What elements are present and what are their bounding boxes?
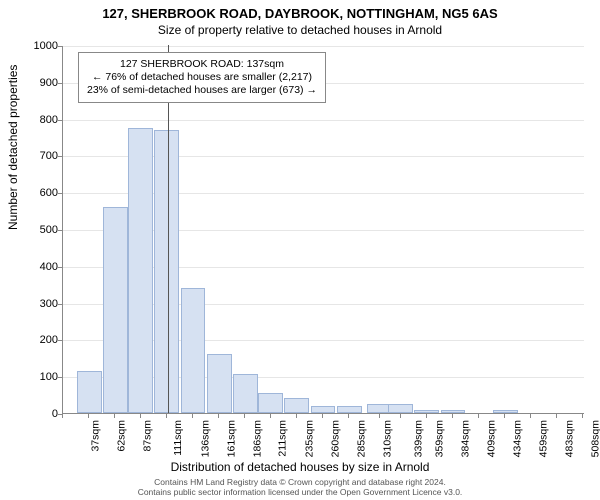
y-tick-mark [58,340,62,341]
x-tick-mark [322,414,323,418]
y-tick-label: 300 [22,298,58,310]
x-tick-label: 384sqm [459,420,471,457]
y-tick-mark [58,156,62,157]
x-tick-label: 211sqm [277,420,289,457]
y-tick-label: 100 [22,371,58,383]
histogram-bar [337,406,362,413]
histogram-bar [493,410,518,413]
y-tick-mark [58,120,62,121]
x-tick-mark [114,414,115,418]
y-tick-label: 400 [22,261,58,273]
y-tick-mark [58,267,62,268]
y-tick-mark [58,230,62,231]
x-tick-label: 434sqm [512,420,524,457]
x-tick-mark [218,414,219,418]
histogram-bar [233,374,258,413]
histogram-bar [181,288,206,413]
y-tick-mark [58,414,62,415]
y-tick-mark [58,377,62,378]
x-tick-mark [348,414,349,418]
x-tick-mark [478,414,479,418]
y-tick-mark [58,83,62,84]
x-tick-mark [379,414,380,418]
x-tick-mark [62,414,63,418]
histogram-bar [414,410,439,413]
annotation-box: 127 SHERBROOK ROAD: 137sqm← 76% of detac… [78,52,326,103]
x-tick-label: 310sqm [382,420,394,457]
y-tick-mark [58,46,62,47]
x-tick-label: 186sqm [252,420,264,457]
x-tick-label: 359sqm [433,420,445,457]
x-tick-label: 459sqm [538,420,550,457]
gridline [63,120,584,121]
page-title: 127, SHERBROOK ROAD, DAYBROOK, NOTTINGHA… [0,0,600,21]
x-tick-label: 409sqm [485,420,497,457]
y-tick-label: 200 [22,334,58,346]
x-tick-mark [270,414,271,418]
annotation-line-2: ← 76% of detached houses are smaller (2,… [87,71,317,84]
attribution-footer: Contains HM Land Registry data © Crown c… [0,478,600,498]
y-tick-label: 700 [22,150,58,162]
x-tick-mark [296,414,297,418]
x-tick-label: 161sqm [225,420,237,457]
gridline [63,46,584,47]
x-tick-label: 136sqm [199,420,211,457]
histogram-bar [441,410,466,413]
x-tick-mark [88,414,89,418]
histogram-bar [103,207,128,413]
x-tick-mark [504,414,505,418]
y-tick-label: 600 [22,187,58,199]
x-tick-label: 339sqm [412,420,424,457]
annotation-line-3: 23% of semi-detached houses are larger (… [87,84,317,97]
x-tick-label: 37sqm [90,420,102,452]
histogram-bar [77,371,102,413]
x-tick-mark [192,414,193,418]
histogram-bar [284,398,309,413]
histogram-bar [258,393,283,413]
y-tick-label: 900 [22,77,58,89]
x-tick-mark [426,414,427,418]
x-tick-mark [582,414,583,418]
histogram-bar [207,354,232,413]
subtitle: Size of property relative to detached ho… [0,21,600,37]
x-tick-label: 260sqm [329,420,341,457]
x-tick-label: 87sqm [142,420,154,452]
y-tick-mark [58,193,62,194]
x-tick-label: 508sqm [589,420,600,457]
y-tick-mark [58,304,62,305]
x-tick-label: 111sqm [171,420,183,456]
histogram-bar [388,404,413,413]
x-tick-label: 483sqm [563,420,575,457]
x-tick-label: 235sqm [303,420,315,457]
x-tick-label: 62sqm [116,420,128,452]
x-tick-mark [244,414,245,418]
x-tick-mark [140,414,141,418]
x-tick-mark [166,414,167,418]
footer-line-2: Contains public sector information licen… [0,488,600,498]
y-tick-label: 0 [22,408,58,420]
x-tick-mark [452,414,453,418]
histogram-bar [154,130,179,413]
x-tick-mark [556,414,557,418]
y-tick-label: 1000 [22,40,58,52]
y-axis-label: Number of detached properties [6,65,20,230]
x-tick-mark [400,414,401,418]
histogram-bar [128,128,153,413]
y-tick-label: 800 [22,114,58,126]
histogram-plot: 127 SHERBROOK ROAD: 137sqm← 76% of detac… [62,46,584,414]
histogram-bar [311,406,336,413]
x-tick-mark [530,414,531,418]
x-axis-label: Distribution of detached houses by size … [0,460,600,474]
annotation-line-1: 127 SHERBROOK ROAD: 137sqm [87,58,317,71]
y-tick-label: 500 [22,224,58,236]
x-tick-label: 285sqm [355,420,367,457]
